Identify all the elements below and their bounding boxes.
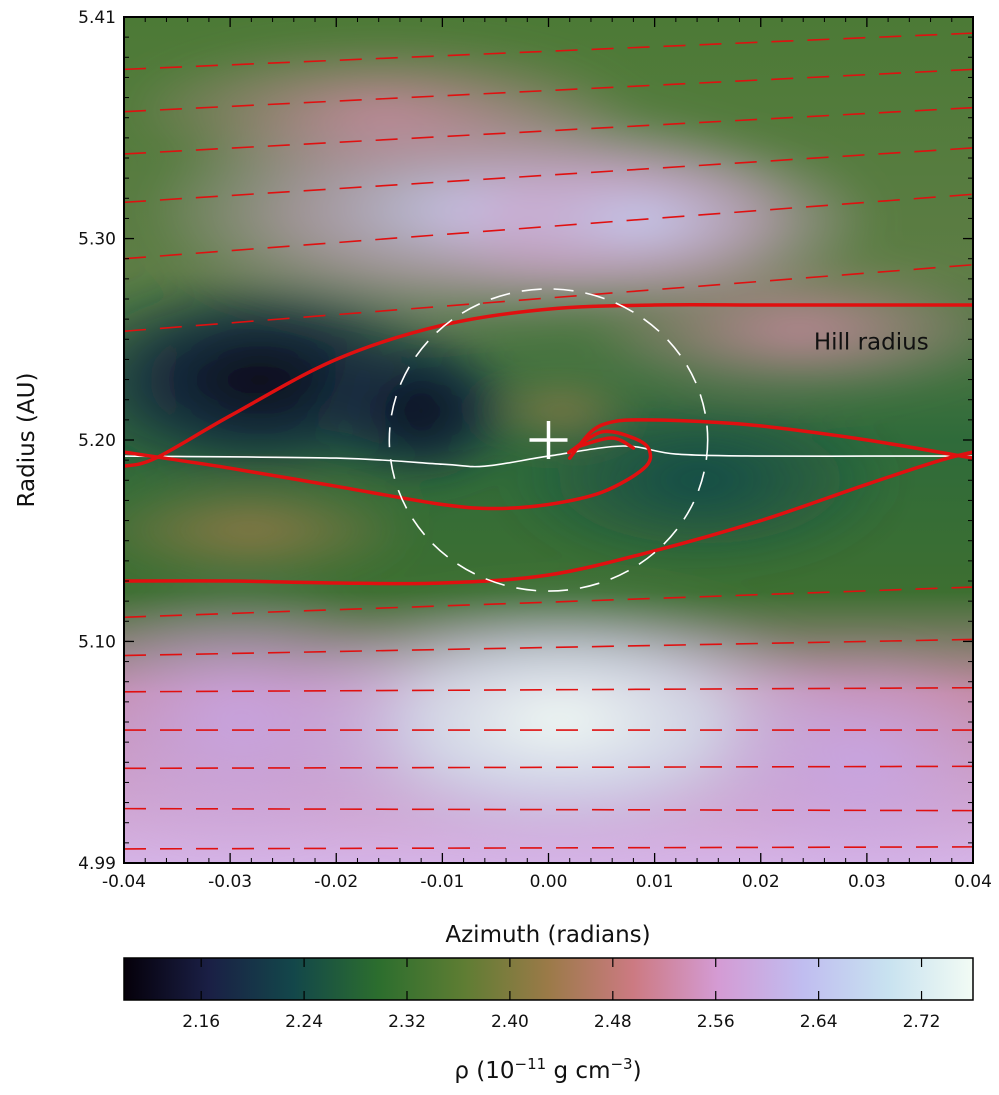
density-heatmap [124, 17, 973, 863]
colorbar-label: ρ (10−11 g cm−3) [454, 1055, 641, 1084]
y-tick-label: 4.99 [78, 854, 116, 874]
planet-marker [529, 421, 568, 459]
x-axis: -0.04 -0.03 -0.02 -0.01 0.00 0.01 0.02 0.03 0.04 [102, 17, 992, 892]
x-tick-label: 0.00 [530, 872, 568, 892]
colorbar-tick-label: 2.40 [491, 1012, 529, 1032]
colorbar-tick-label: 2.32 [388, 1012, 426, 1032]
x-tick-label: -0.03 [208, 872, 252, 892]
horseshoe-streamline [124, 429, 653, 511]
colorbar-tick-label: 2.48 [594, 1012, 632, 1032]
x-tick-label: -0.04 [102, 872, 146, 892]
x-tick-label: 0.02 [742, 872, 780, 892]
y-axis-title: Radius (AU) [14, 373, 40, 508]
colorbar-label-exp1: −11 [515, 1055, 547, 1073]
colorbar-tick-label: 2.16 [182, 1012, 220, 1032]
colorbar-tick-label: 2.64 [800, 1012, 838, 1032]
annotation-text: Hill radius [814, 329, 929, 355]
colorbar-tick-label: 2.56 [697, 1012, 735, 1032]
planet-layer [529, 421, 568, 459]
x-tick-label: -0.02 [314, 872, 358, 892]
annotation-layer: Hill radius [814, 329, 929, 355]
y-tick-label: 5.10 [78, 632, 116, 652]
y-tick-label: 5.41 [78, 8, 116, 28]
colorbar-gradient [123, 957, 974, 1001]
x-tick-label: 0.03 [848, 872, 886, 892]
horseshoe-streamline [124, 450, 973, 586]
horseshoe-streamline [124, 302, 973, 468]
colorbar-label-prefix: ρ (10 [454, 1058, 514, 1084]
streamlines [124, 32, 973, 850]
y-tick-label: 5.20 [78, 431, 116, 451]
colorbar-label-exp2: −3 [610, 1055, 632, 1073]
colorbar-label-suffix: ) [633, 1058, 642, 1084]
y-tick-label: 5.30 [78, 230, 116, 250]
x-tick-label: -0.01 [420, 872, 464, 892]
x-axis-title: Azimuth (radians) [445, 922, 650, 948]
x-tick-label: 0.01 [636, 872, 674, 892]
hill-radius-circle [388, 288, 709, 592]
x-tick-label: 0.04 [954, 872, 992, 892]
colorbar-tick-label: 2.72 [903, 1012, 941, 1032]
y-axis: 4.99 5.10 5.20 5.30 5.41 [78, 8, 973, 874]
horseshoe-streamline [567, 418, 973, 460]
colorbar-tick-label: 2.24 [285, 1012, 323, 1032]
colorbar: 2.16 2.24 2.32 2.40 2.48 2.56 2.64 2.72 [123, 957, 974, 1032]
colorbar-label-mid: g cm [546, 1058, 610, 1084]
